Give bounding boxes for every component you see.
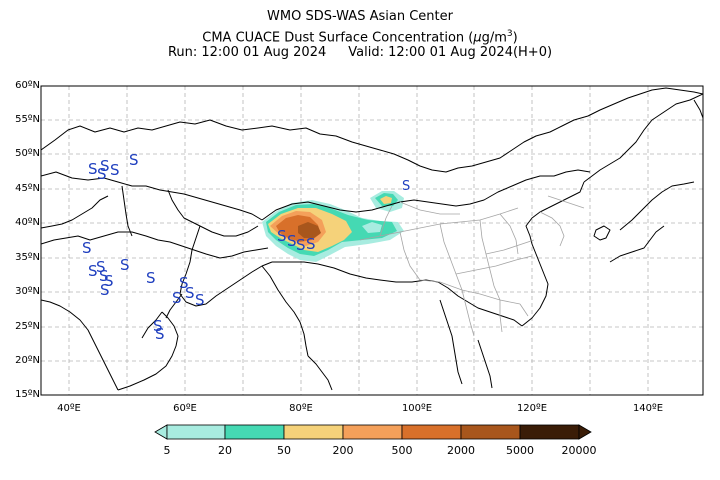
lat-label-20: 20ºN: [15, 355, 40, 366]
unit-g: g/m: [481, 30, 507, 46]
colorbar-label-20000: 20000: [561, 444, 597, 457]
station-symbols: S S S S S S S S S S S S S S S S S S S S …: [82, 151, 410, 343]
colorbar-label-5: 5: [163, 444, 171, 457]
station-symbol: S: [82, 239, 92, 257]
station-symbol: S: [179, 274, 189, 292]
colorbar-max-arrow: [578, 424, 592, 440]
lat-label-15: 15ºN: [15, 389, 40, 400]
station-symbol: S: [155, 325, 165, 343]
station-symbol: S: [185, 284, 195, 302]
station-symbol: S: [97, 165, 107, 183]
station-symbol: S: [296, 236, 306, 254]
station-symbol: S: [172, 289, 182, 307]
lon-label-100: 100ºE: [401, 403, 433, 414]
colorbar-label-5000: 5000: [506, 444, 534, 457]
station-symbol: S: [100, 157, 110, 175]
colorbar-min-arrow: [154, 424, 168, 440]
lon-label-40: 40ºE: [57, 403, 81, 414]
lat-label-60: 60ºN: [15, 80, 40, 91]
colorbar: [154, 424, 592, 440]
station-symbol: S: [402, 179, 410, 194]
map-frame: [40, 85, 704, 396]
station-symbol: S: [88, 160, 98, 178]
province-boundaries: [359, 195, 585, 337]
station-symbol: S: [88, 262, 98, 280]
colorbar-label-2000: 2000: [447, 444, 475, 457]
station-symbol: S: [99, 267, 109, 285]
subtitle-prefix: CMA CUACE Dust Surface Concentration (: [202, 30, 474, 46]
dust-east-plume-50: [380, 196, 392, 204]
lon-label-60: 60ºE: [173, 403, 197, 414]
colorbar-segment-4: [342, 424, 403, 440]
valid-time: Valid: 12:00 01 Aug 2024(H+0): [348, 45, 553, 60]
country-borders: [41, 87, 703, 391]
run-time: Run: 12:00 01 Aug 2024: [167, 45, 327, 60]
lat-label-30: 30ºN: [15, 286, 40, 297]
lat-label-35: 35ºN: [15, 252, 40, 263]
station-symbol: S: [100, 281, 110, 299]
station-symbol: S: [96, 258, 106, 276]
colorbar-label-500: 500: [391, 444, 413, 457]
colorbar-label-50: 50: [277, 444, 291, 457]
station-symbol: S: [104, 272, 114, 290]
colorbar-segment-3: [283, 424, 344, 440]
unit-mu: μ: [473, 30, 482, 46]
dust-west-patch: [362, 222, 382, 233]
subtitle-suffix: ): [512, 30, 518, 46]
lon-label-120: 120ºE: [516, 403, 548, 414]
lon-label-140: 140ºE: [632, 403, 664, 414]
station-symbol: S: [287, 232, 297, 250]
lat-label-25: 25ºN: [15, 321, 40, 332]
colorbar-segment-6: [460, 424, 521, 440]
lat-label-45: 45ºN: [15, 183, 40, 194]
colorbar-label-20: 20: [218, 444, 232, 457]
unit-exponent: 3: [506, 29, 513, 39]
station-symbol: S: [120, 256, 130, 274]
station-symbol: S: [110, 161, 120, 179]
station-symbol: S: [146, 269, 156, 287]
dust-level-2000: [298, 222, 321, 238]
dust-concentration-field: [262, 191, 404, 262]
station-symbol: S: [153, 317, 163, 335]
map-title: WMO SDS-WAS Asian Center: [267, 9, 453, 24]
colorbar-segment-2: [224, 424, 285, 440]
station-symbol: S: [195, 291, 205, 309]
station-symbol: S: [277, 227, 287, 245]
lat-label-55: 55ºN: [15, 114, 40, 125]
colorbar-label-200: 200: [332, 444, 354, 457]
colorbar-segment-5: [401, 424, 462, 440]
lat-label-40: 40ºN: [15, 217, 40, 228]
station-symbol: S: [129, 151, 139, 169]
map-subtitle: CMA CUACE Dust Surface Concentration (μg…: [0, 26, 720, 46]
colorbar-segment-1: [166, 424, 226, 440]
run-valid-line: Run: 12:00 01 Aug 2024 Valid: 12:00 01 Au…: [0, 44, 720, 61]
lon-label-80: 80ºE: [289, 403, 313, 414]
colorbar-segment-7: [519, 424, 580, 440]
station-symbol: S: [306, 235, 316, 253]
lat-label-50: 50ºN: [15, 148, 40, 159]
